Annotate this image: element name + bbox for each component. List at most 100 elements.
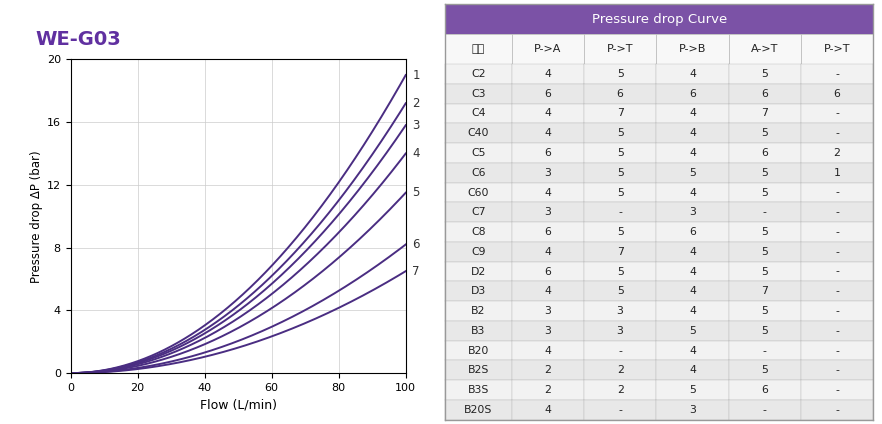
Text: 3: 3 (544, 207, 551, 217)
Text: 3: 3 (544, 168, 551, 178)
Text: B2S: B2S (467, 365, 490, 375)
Text: 4: 4 (689, 365, 696, 375)
Text: -: - (835, 207, 839, 217)
Text: 3: 3 (617, 306, 624, 316)
Text: C9: C9 (471, 247, 486, 257)
Text: 5: 5 (413, 186, 420, 199)
Text: 5: 5 (617, 227, 624, 237)
Text: -: - (835, 326, 839, 336)
Text: 6: 6 (544, 267, 551, 276)
Text: 5: 5 (617, 187, 624, 198)
Text: C7: C7 (471, 207, 486, 217)
Text: 7: 7 (617, 247, 624, 257)
Text: 4: 4 (544, 405, 551, 415)
Text: 6: 6 (544, 227, 551, 237)
Text: 4: 4 (689, 128, 696, 138)
Text: -: - (618, 207, 622, 217)
Text: 5: 5 (761, 128, 768, 138)
Text: P->A: P->A (534, 44, 562, 54)
Text: WE-G03: WE-G03 (35, 30, 121, 49)
Text: 2: 2 (544, 385, 551, 395)
Text: 5: 5 (761, 306, 768, 316)
Text: 2: 2 (413, 97, 420, 110)
Text: 1: 1 (413, 69, 420, 81)
Text: 7: 7 (761, 109, 768, 118)
Text: 4: 4 (544, 187, 551, 198)
Text: 3: 3 (544, 306, 551, 316)
Text: 5: 5 (689, 385, 696, 395)
Text: 型式: 型式 (472, 44, 485, 54)
Text: Pressure drop Curve: Pressure drop Curve (592, 13, 727, 26)
Text: 4: 4 (413, 147, 420, 160)
Text: A->T: A->T (751, 44, 779, 54)
Text: P->T: P->T (607, 44, 633, 54)
Text: 3: 3 (544, 326, 551, 336)
Text: -: - (835, 128, 839, 138)
Text: 4: 4 (544, 128, 551, 138)
Text: 4: 4 (544, 69, 551, 79)
Text: 4: 4 (689, 148, 696, 158)
Text: -: - (835, 346, 839, 356)
X-axis label: Flow (L/min): Flow (L/min) (199, 399, 277, 411)
Text: C60: C60 (467, 187, 490, 198)
Text: 5: 5 (761, 168, 768, 178)
Text: -: - (835, 286, 839, 296)
Text: C4: C4 (471, 109, 486, 118)
Text: -: - (835, 365, 839, 375)
Text: C8: C8 (471, 227, 486, 237)
Text: B2: B2 (471, 306, 486, 316)
Text: -: - (835, 247, 839, 257)
Text: C5: C5 (471, 148, 486, 158)
Text: 5: 5 (689, 168, 696, 178)
Text: 5: 5 (761, 227, 768, 237)
Text: 5: 5 (761, 247, 768, 257)
Text: -: - (835, 267, 839, 276)
Text: P->T: P->T (824, 44, 850, 54)
Text: -: - (835, 109, 839, 118)
Text: 2: 2 (617, 365, 624, 375)
Text: 6: 6 (689, 89, 696, 99)
Text: 5: 5 (689, 326, 696, 336)
Text: 2: 2 (544, 365, 551, 375)
Text: 4: 4 (689, 286, 696, 296)
Text: 4: 4 (544, 109, 551, 118)
Text: -: - (618, 346, 622, 356)
Text: C40: C40 (467, 128, 490, 138)
Text: 6: 6 (544, 148, 551, 158)
Text: 7: 7 (617, 109, 624, 118)
Text: 6: 6 (413, 238, 420, 251)
Text: 6: 6 (544, 89, 551, 99)
Text: 5: 5 (617, 69, 624, 79)
Text: 4: 4 (689, 346, 696, 356)
Text: 1: 1 (833, 168, 841, 178)
Text: D2: D2 (471, 267, 486, 276)
Text: 5: 5 (761, 326, 768, 336)
Text: 4: 4 (689, 69, 696, 79)
Text: B20: B20 (467, 346, 490, 356)
Text: D3: D3 (471, 286, 486, 296)
Text: 3: 3 (617, 326, 624, 336)
Text: -: - (763, 405, 766, 415)
Text: -: - (835, 306, 839, 316)
Text: P->B: P->B (679, 44, 706, 54)
Text: 7: 7 (413, 265, 420, 278)
Text: 5: 5 (761, 187, 768, 198)
Text: -: - (763, 346, 766, 356)
Text: 4: 4 (689, 109, 696, 118)
Text: 6: 6 (761, 385, 768, 395)
Text: 5: 5 (617, 148, 624, 158)
Text: 4: 4 (689, 306, 696, 316)
Text: -: - (835, 405, 839, 415)
Text: -: - (835, 227, 839, 237)
Text: 6: 6 (833, 89, 841, 99)
Text: 6: 6 (617, 89, 624, 99)
Text: 3: 3 (413, 119, 420, 132)
Text: B3: B3 (471, 326, 486, 336)
Text: 5: 5 (761, 267, 768, 276)
Text: 3: 3 (689, 207, 696, 217)
Text: 5: 5 (617, 168, 624, 178)
Text: -: - (835, 187, 839, 198)
Text: -: - (763, 207, 766, 217)
Text: C2: C2 (471, 69, 486, 79)
Text: 5: 5 (761, 69, 768, 79)
